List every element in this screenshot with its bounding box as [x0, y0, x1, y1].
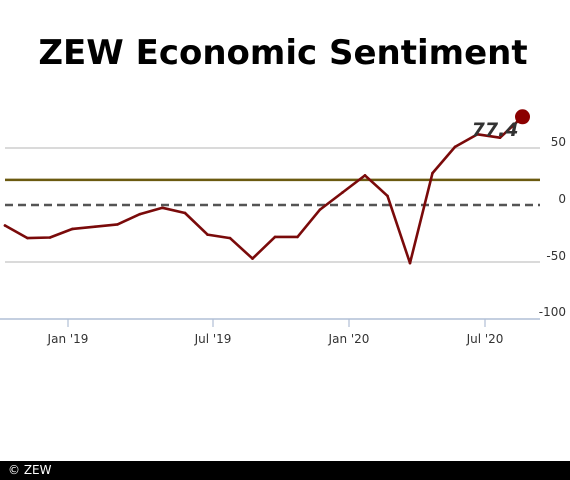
data-point — [206, 233, 209, 236]
data-point — [251, 257, 254, 260]
y-tick-label: -100 — [539, 305, 566, 319]
data-point — [228, 236, 232, 240]
x-tick-label: Jul '19 — [194, 332, 232, 346]
data-point — [273, 235, 277, 239]
series — [3, 109, 530, 265]
y-tick-label: 0 — [558, 192, 566, 206]
data-point — [116, 223, 119, 226]
last-value-marker — [515, 109, 530, 125]
data-point — [93, 225, 97, 228]
y-tick-label: -50 — [546, 249, 566, 263]
copyright-text: © ZEW — [8, 463, 52, 477]
chart: ZEW Economic Sentiment 50 0 -50 -100 Jan '19… — [0, 33, 566, 346]
footer-bar: © ZEW — [0, 461, 570, 480]
x-tick-label: Jul '20 — [466, 332, 504, 346]
data-point — [138, 212, 142, 216]
data-point — [431, 171, 434, 175]
data-point — [453, 145, 457, 149]
chart-title: ZEW Economic Sentiment — [38, 33, 527, 73]
data-point — [161, 206, 164, 210]
data-point — [476, 133, 479, 136]
x-tick-label: Jan '20 — [328, 332, 370, 346]
x-axis — [0, 318, 540, 327]
data-point — [48, 236, 52, 239]
reference-lines — [5, 178, 540, 207]
data-point — [3, 224, 7, 227]
labels: 50 0 -50 -100 Jan '19 Jul '19 Jan '20 Jul '20 77… — [47, 119, 566, 346]
series-line — [3, 115, 524, 265]
data-point — [318, 208, 322, 211]
y-tick-label: 50 — [551, 135, 566, 149]
data-point — [341, 191, 344, 194]
data-point — [498, 136, 502, 140]
data-point — [363, 174, 367, 177]
x-tick-label: Jan '19 — [47, 332, 89, 346]
data-point — [183, 211, 187, 215]
data-point — [71, 227, 74, 231]
data-point — [26, 236, 29, 240]
data-point — [408, 261, 412, 265]
data-point — [296, 235, 299, 239]
data-point — [386, 194, 389, 198]
grid — [5, 147, 540, 263]
last-value-label: 77.4 — [472, 119, 519, 141]
